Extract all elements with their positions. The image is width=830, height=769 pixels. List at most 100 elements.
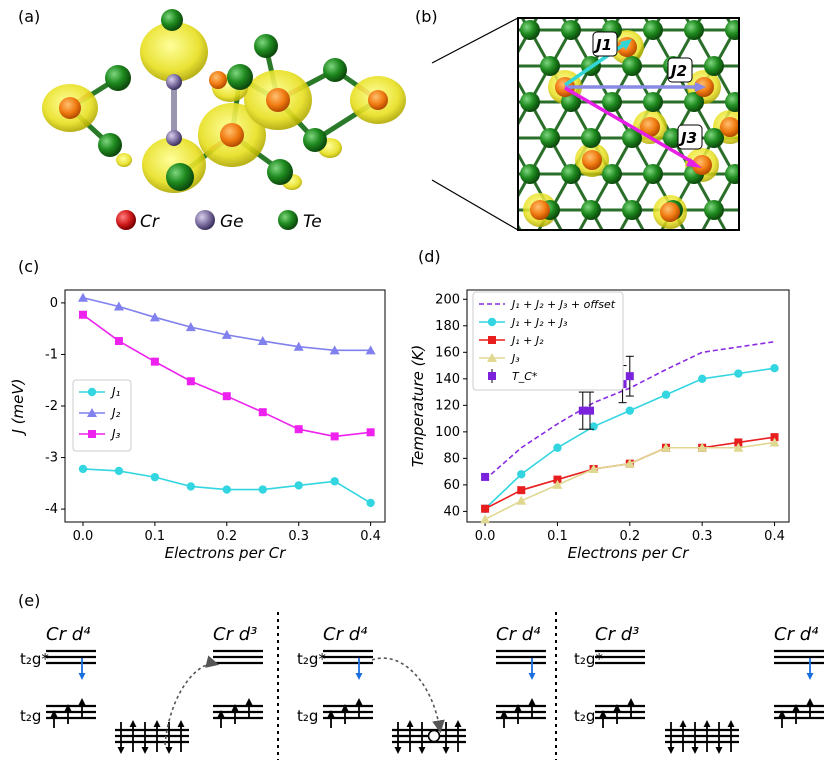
group2-left-config: Cr d⁴ — [323, 624, 368, 645]
series-line — [484, 441, 775, 521]
data-point — [588, 463, 599, 473]
legend-marker — [487, 353, 497, 362]
y-tick-label: 180 — [435, 319, 460, 334]
data-point — [553, 475, 562, 484]
group3-t2g-star-label: t₂g* — [574, 650, 603, 668]
spin-up-head — [727, 720, 735, 727]
panel-b-frame — [517, 17, 740, 231]
legend-label: J₂ — [110, 406, 121, 420]
y-axis-label: J (meV) — [9, 379, 27, 437]
energy-level-diagram — [46, 649, 824, 754]
data-point — [294, 425, 303, 434]
data-point — [258, 408, 267, 417]
spin-up-head — [129, 720, 137, 727]
data-point — [149, 312, 160, 322]
legend-frame — [72, 379, 132, 452]
data-point — [734, 369, 743, 378]
group2-t2g-star-label: t₂g* — [297, 650, 326, 668]
data-point — [552, 479, 563, 489]
legend-label: T_C* — [512, 370, 538, 383]
data-point — [624, 458, 635, 468]
tc-point — [586, 406, 595, 415]
spin-down-head — [442, 747, 450, 754]
spin-up-head — [454, 720, 462, 727]
y-tick-label: 60 — [443, 478, 460, 493]
data-point — [186, 377, 195, 386]
series-2 — [480, 364, 779, 513]
spin-up-head — [50, 710, 58, 717]
group2-right-config: Cr d⁴ — [496, 624, 541, 645]
series-4 — [480, 437, 780, 524]
y-tick-label: -1 — [45, 347, 58, 362]
x-tick-label: 0.1 — [547, 529, 568, 544]
exchange-chart: 0.0 0.1 0.2 0.3 0.4 0 -1 -2 -3 -4 Electrons per Cr… — [9, 289, 386, 562]
spin-up-head — [177, 720, 185, 727]
tc-point — [481, 472, 490, 481]
data-point — [294, 481, 303, 490]
legend-marker — [488, 372, 496, 380]
data-point — [589, 422, 598, 431]
panel-b-lattice — [518, 18, 739, 230]
series-1 — [78, 464, 375, 508]
x-tick-label: 0.3 — [288, 529, 309, 544]
spin-up-head — [500, 710, 508, 717]
spin-down-head — [355, 673, 363, 680]
y-tick-label: 0 — [50, 296, 58, 311]
te-legend-label: Te — [303, 212, 322, 232]
x-tick-label: 0.1 — [145, 529, 166, 544]
spin-up-head — [153, 720, 161, 727]
panel-e: (e) Cr d⁴ Cr d³ Cr d⁴ Cr d⁴ Cr d³ Cr d⁴ … — [18, 591, 824, 760]
legend-label: J₃ — [110, 427, 121, 441]
data-point — [113, 301, 124, 311]
data-point — [733, 442, 744, 452]
legend-label: J₁ — [110, 385, 121, 399]
data-point — [221, 329, 232, 339]
data-point — [114, 466, 124, 476]
spin-up-head — [327, 710, 335, 717]
data-point — [77, 292, 88, 302]
spin-down-head — [667, 747, 675, 754]
spin-up-head — [627, 698, 635, 705]
data-point — [222, 392, 231, 401]
data-point — [293, 341, 304, 351]
data-point — [661, 390, 671, 399]
spin-down-head — [141, 747, 149, 754]
x-tick-label: 0.0 — [73, 529, 94, 544]
data-point — [660, 442, 671, 452]
spin-up-head — [703, 720, 711, 727]
spin-up-head — [806, 698, 814, 705]
zoom-line-top — [431, 17, 519, 64]
data-point — [366, 498, 375, 508]
legend-marker — [488, 336, 496, 344]
legend-frame — [472, 291, 624, 391]
spin-up-head — [792, 704, 800, 711]
y-tick-label: 40 — [443, 504, 460, 519]
data-point — [697, 442, 708, 452]
data-point — [186, 482, 196, 491]
series-3 — [78, 310, 375, 441]
panel-c: (c) 0.0 0.1 0.2 0.3 0.4 0 -1 -2 -3 -4 Electrons pe… — [9, 257, 386, 562]
spin-down-head — [806, 673, 814, 680]
spin-up-head — [78, 698, 86, 705]
spin-up-head — [355, 698, 363, 705]
panel-d: (d) 0.0 0.1 0.2 0.3 0.4 40 60 80 100 120 140 160 180… — [409, 247, 790, 562]
data-point — [150, 357, 159, 366]
y-tick-label: 200 — [435, 292, 460, 307]
data-point — [770, 433, 779, 442]
spin-up-head — [406, 720, 414, 727]
spin-up-head — [64, 704, 72, 711]
spin-up-head — [341, 704, 349, 711]
j1-label: J1 — [593, 36, 612, 54]
x-tick-label: 0.2 — [216, 529, 237, 544]
j2-label: J2 — [668, 62, 687, 80]
group2-t2g-label: t₂g — [297, 707, 318, 725]
data-point — [222, 485, 231, 494]
group1-t2g-star-label: t₂g* — [20, 650, 49, 668]
legend-marker — [87, 387, 97, 397]
spin-up-head — [613, 704, 621, 711]
data-point — [517, 486, 526, 495]
y-tick-label: -2 — [45, 399, 58, 414]
te-legend-icon — [278, 210, 298, 230]
y-tick-label: -3 — [45, 451, 58, 466]
